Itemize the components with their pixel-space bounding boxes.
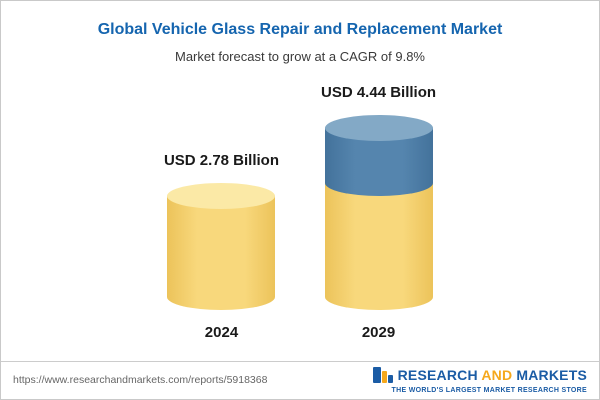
logo-word-research: RESEARCH <box>397 367 478 383</box>
chart-subtitle: Market forecast to grow at a CAGR of 9.8… <box>175 49 425 64</box>
footer-bar: https://www.researchandmarkets.com/repor… <box>1 361 599 399</box>
value-label-2029: USD 4.44 Billion <box>321 84 437 101</box>
research-and-markets-logo: RESEARCH AND MARKETS THE WORLD'S LARGEST… <box>372 365 587 394</box>
value-label-2024: USD 2.78 Billion <box>163 152 279 169</box>
logo-mark-icon <box>372 365 393 385</box>
cylinder-2024-body <box>167 196 276 310</box>
report-url[interactable]: https://www.researchandmarkets.com/repor… <box>13 373 268 386</box>
cylinder-2024-cap <box>167 183 276 209</box>
chart-title: Global Vehicle Glass Repair and Replacem… <box>97 21 503 38</box>
bar-chart: USD 2.78 Billion 2024 USD 4.44 Billion 2… <box>1 64 599 361</box>
cylinder-2029-cap <box>324 115 433 141</box>
logo-row: RESEARCH AND MARKETS <box>372 365 587 385</box>
bar-group-2029: USD 4.44 Billion 2029 <box>321 84 436 341</box>
bar-group-2024: USD 2.78 Billion 2024 <box>164 152 279 341</box>
logo-wordmark: RESEARCH AND MARKETS <box>398 367 587 383</box>
category-label-2024: 2024 <box>204 324 239 341</box>
chart-header: Global Vehicle Glass Repair and Replacem… <box>1 1 599 64</box>
category-label-2029: 2029 <box>361 324 396 341</box>
logo-word-markets: MARKETS <box>516 367 587 383</box>
logo-word-and: AND <box>481 367 513 383</box>
logo-tagline: THE WORLD'S LARGEST MARKET RESEARCH STOR… <box>391 387 587 394</box>
cylinder-2024 <box>167 183 276 310</box>
cylinder-2029 <box>324 115 433 310</box>
